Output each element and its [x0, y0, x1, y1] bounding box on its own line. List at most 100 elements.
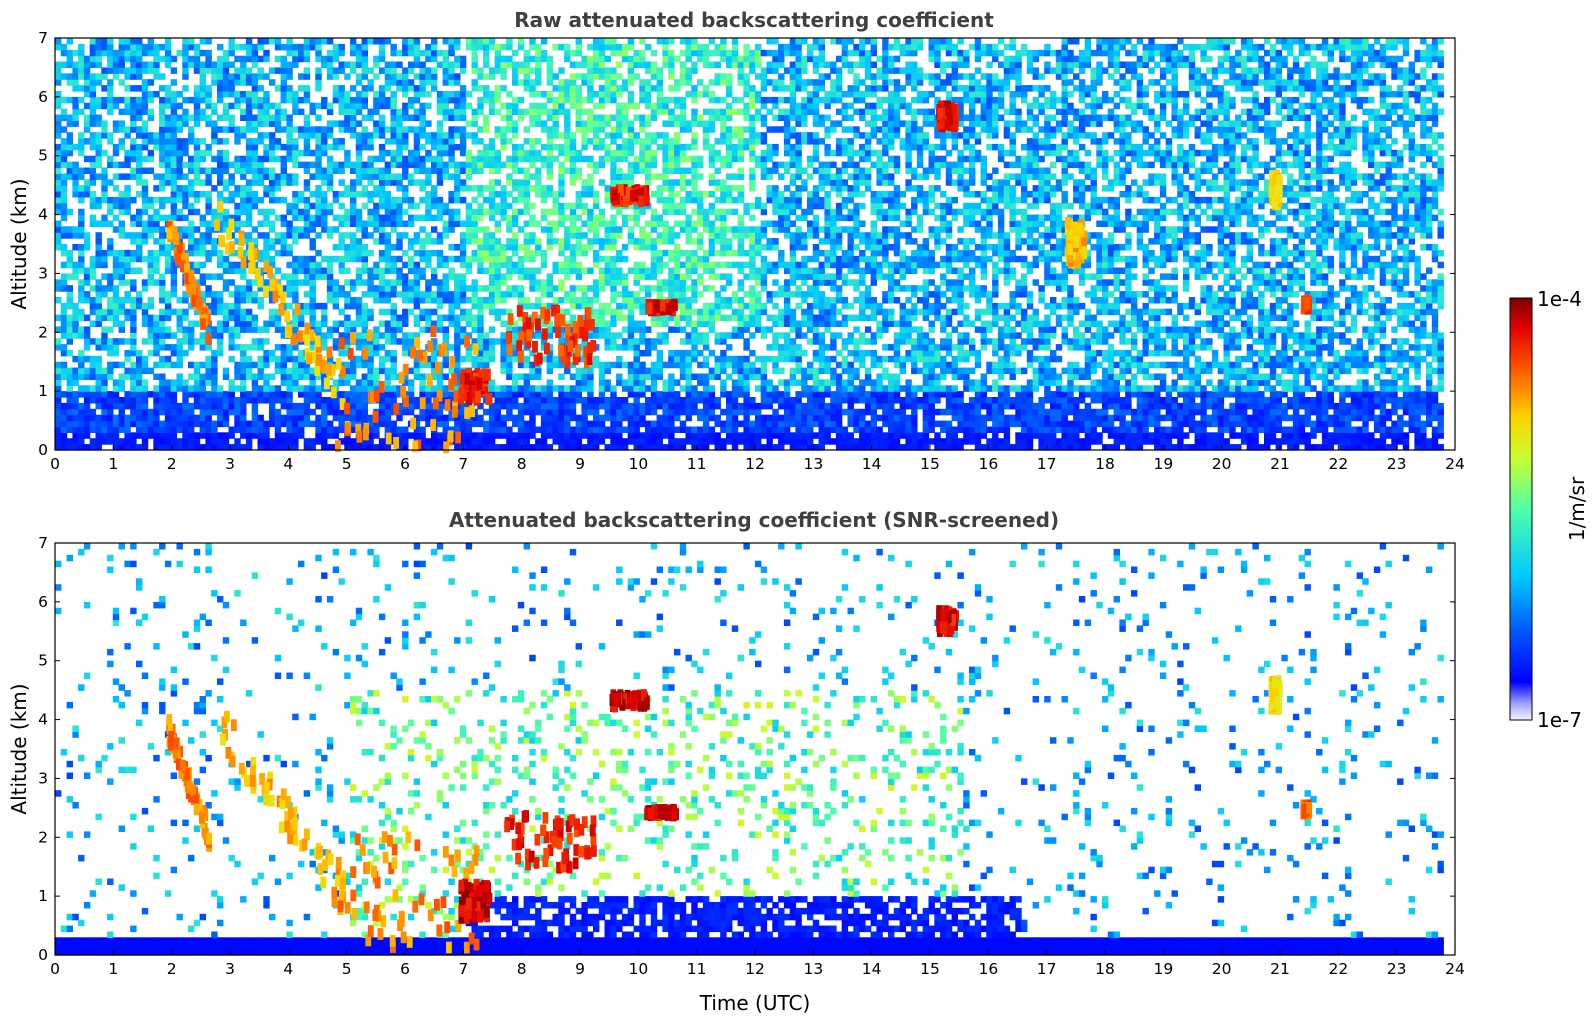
heatmap-cell [605, 197, 611, 204]
heatmap-cell [610, 221, 616, 228]
heatmap-cell [298, 97, 304, 104]
heatmap-cell [506, 432, 512, 439]
heatmap-cell [194, 262, 200, 269]
heatmap-cell [200, 50, 206, 57]
heatmap-cell [194, 250, 200, 257]
heatmap-cell [292, 126, 298, 133]
heatmap-cell [570, 427, 576, 434]
heatmap-cell [356, 397, 362, 404]
heatmap-cell [419, 250, 425, 257]
heatmap-cell [356, 332, 362, 339]
heatmap-cell [558, 268, 564, 275]
heatmap-cell [84, 403, 90, 410]
heatmap-cell [67, 50, 73, 57]
heatmap-cell [657, 232, 663, 239]
heatmap-cell [599, 179, 605, 186]
heatmap-cell [564, 391, 570, 398]
heatmap-cell [333, 191, 339, 198]
heatmap-cell [217, 273, 223, 280]
heatmap-cell [130, 321, 136, 328]
heatmap-cell [281, 403, 287, 410]
heatmap-cell [194, 391, 200, 398]
heatmap-cell [177, 126, 183, 133]
heatmap-cell [639, 38, 645, 45]
heatmap-cell [119, 221, 125, 228]
heatmap-cell [587, 185, 593, 192]
heatmap-cell [194, 397, 200, 404]
heatmap-cell [200, 215, 206, 222]
heatmap-cell [587, 226, 593, 233]
heatmap-cell [541, 126, 547, 133]
heatmap-cell [315, 421, 321, 428]
heatmap-cell [634, 162, 640, 169]
heatmap-cell [350, 409, 356, 416]
heatmap-cell [275, 356, 281, 363]
heatmap-cell [223, 321, 229, 328]
heatmap-cell [599, 73, 605, 80]
heatmap-cell [506, 126, 512, 133]
heatmap-cell [194, 226, 200, 233]
heatmap-cell [616, 91, 622, 98]
heatmap-cell [327, 156, 333, 163]
heatmap-cell [223, 421, 229, 428]
heatmap-cell [315, 73, 321, 80]
heatmap-cell [564, 126, 570, 133]
heatmap-cell [489, 203, 495, 210]
heatmap-cell [535, 79, 541, 86]
heatmap-cell [373, 221, 379, 228]
heatmap-cell [304, 268, 310, 275]
heatmap-cell [240, 44, 246, 51]
heatmap-cell [113, 303, 119, 310]
heatmap-cell [570, 132, 576, 139]
heatmap-cell [292, 285, 298, 292]
heatmap-cell [281, 162, 287, 169]
heatmap-cell [489, 209, 495, 216]
heatmap-cell [657, 250, 663, 257]
heatmap-cell [165, 397, 171, 404]
heatmap-cell [385, 191, 391, 198]
heatmap-cell [518, 403, 524, 410]
heatmap-cell [651, 109, 657, 116]
heatmap-cell [581, 62, 587, 69]
heatmap-cell [159, 44, 165, 51]
heatmap-cell [148, 50, 154, 57]
heatmap-cell [657, 109, 663, 116]
heatmap-cell [495, 397, 501, 404]
heatmap-cell [217, 179, 223, 186]
heatmap-cell [344, 120, 350, 127]
heatmap-cell [240, 368, 246, 375]
heatmap-cell [177, 379, 183, 386]
heatmap-cell [483, 50, 489, 57]
heatmap-cell [506, 191, 512, 198]
heatmap-cell [529, 232, 535, 239]
heatmap-cell [159, 103, 165, 110]
heatmap-cell [414, 203, 420, 210]
heatmap-cell [258, 179, 264, 186]
heatmap-cell [454, 273, 460, 280]
heatmap-cell [379, 50, 385, 57]
heatmap-cell [107, 391, 113, 398]
heatmap-cell [315, 221, 321, 228]
heatmap-cell [581, 156, 587, 163]
heatmap-cell [662, 338, 668, 345]
heatmap-cell [258, 421, 264, 428]
heatmap-cell [437, 120, 443, 127]
heatmap-cell [315, 438, 321, 445]
heatmap-cell [529, 303, 535, 310]
heatmap-cell [599, 415, 605, 422]
heatmap-cell [269, 321, 275, 328]
heatmap-cell [124, 256, 130, 262]
heatmap-cell [472, 209, 478, 216]
heatmap-cell [205, 179, 211, 186]
heatmap-cell [599, 156, 605, 163]
heatmap-cell [634, 244, 640, 251]
heatmap-cell [373, 215, 379, 222]
heatmap-cell [171, 397, 177, 404]
heatmap-cell [564, 291, 570, 298]
heatmap-cell [61, 62, 67, 69]
heatmap-cell [211, 67, 217, 74]
heatmap-cell [275, 44, 281, 51]
heatmap-cell [570, 432, 576, 439]
heatmap-cell [223, 85, 229, 92]
heatmap-cell [587, 238, 593, 245]
